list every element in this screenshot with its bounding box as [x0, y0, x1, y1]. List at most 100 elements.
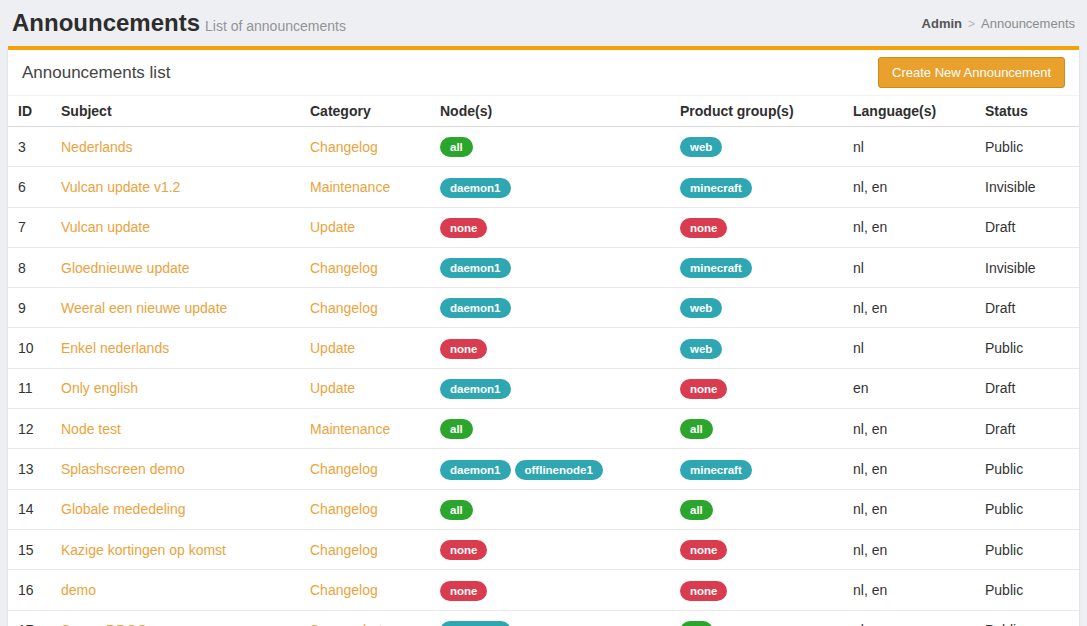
nodes-cell: daemon1: [430, 167, 670, 207]
languages-cell: nl, en: [843, 449, 975, 489]
category-link[interactable]: Update: [310, 340, 355, 356]
category-link[interactable]: Server alert: [310, 622, 382, 626]
table-row: 3 Nederlands Changelog all web nl Public: [8, 127, 1079, 167]
languages-text: nl: [853, 139, 864, 155]
category-cell: Changelog: [300, 247, 430, 287]
status-cell: Public: [975, 529, 1079, 569]
status-cell: Draft: [975, 368, 1079, 408]
column-header-subject: Subject: [51, 96, 300, 127]
nodes-cell: all: [430, 409, 670, 449]
category-link[interactable]: Update: [310, 380, 355, 396]
product-groups-cell: all: [670, 409, 843, 449]
languages-text: nl, en: [853, 179, 887, 195]
subject-link[interactable]: Globale mededeling: [61, 501, 186, 517]
product-groups-cell: none: [670, 529, 843, 569]
status-text: Public: [985, 139, 1023, 155]
subject-link[interactable]: demo: [61, 582, 96, 598]
category-cell: Update: [300, 207, 430, 247]
announcements-panel: Announcements list Create New Announceme…: [8, 46, 1079, 626]
nodes-cell: daemon1: [430, 247, 670, 287]
languages-cell: nl, en: [843, 570, 975, 610]
category-link[interactable]: Changelog: [310, 139, 378, 155]
status-cell: Public: [975, 610, 1079, 626]
status-cell: Invisible: [975, 247, 1079, 287]
id-cell: 3: [8, 127, 51, 167]
all-badge: all: [440, 419, 473, 439]
row-id: 13: [18, 461, 34, 477]
languages-text: nl, en: [853, 542, 887, 558]
category-link[interactable]: Changelog: [310, 542, 378, 558]
none-badge: none: [440, 218, 487, 238]
id-cell: 8: [8, 247, 51, 287]
minecraft-badge: minecraft: [680, 460, 752, 480]
row-id: 3: [18, 139, 26, 155]
status-text: Public: [985, 622, 1023, 626]
subject-link[interactable]: Kazige kortingen op komst: [61, 542, 226, 558]
nodes-cell: daemon1: [430, 610, 670, 626]
id-cell: 13: [8, 449, 51, 489]
category-cell: Changelog: [300, 489, 430, 529]
subject-cell: Server DDOS: [51, 610, 300, 626]
daemon1-badge: daemon1: [440, 460, 511, 480]
subject-cell: Globale mededeling: [51, 489, 300, 529]
table-row: 11 Only english Update daemon1 none en D…: [8, 368, 1079, 408]
languages-text: nl, en: [853, 219, 887, 235]
languages-text: nl, en: [853, 582, 887, 598]
category-link[interactable]: Changelog: [310, 260, 378, 276]
category-link[interactable]: Changelog: [310, 300, 378, 316]
category-link[interactable]: Changelog: [310, 501, 378, 517]
category-cell: Changelog: [300, 127, 430, 167]
id-cell: 7: [8, 207, 51, 247]
row-id: 9: [18, 300, 26, 316]
status-text: Draft: [985, 380, 1015, 396]
category-link[interactable]: Changelog: [310, 582, 378, 598]
languages-cell: nl, en: [843, 288, 975, 328]
nodes-cell: none: [430, 328, 670, 368]
subject-link[interactable]: Splashscreen demo: [61, 461, 185, 477]
languages-cell: nl, en: [843, 489, 975, 529]
subject-link[interactable]: Nederlands: [61, 139, 133, 155]
subject-link[interactable]: Only english: [61, 380, 138, 396]
subject-link[interactable]: Server DDOS: [61, 622, 147, 626]
subject-cell: Nederlands: [51, 127, 300, 167]
subject-link[interactable]: Weeral een nieuwe update: [61, 300, 227, 316]
product-groups-cell: none: [670, 368, 843, 408]
subject-link[interactable]: Enkel nederlands: [61, 340, 169, 356]
breadcrumb: Admin>Announcements: [922, 9, 1075, 31]
category-link[interactable]: Update: [310, 219, 355, 235]
category-cell: Changelog: [300, 449, 430, 489]
languages-cell: nl: [843, 247, 975, 287]
category-link[interactable]: Changelog: [310, 461, 378, 477]
category-link[interactable]: Maintenance: [310, 421, 390, 437]
subject-link[interactable]: Vulcan update: [61, 219, 150, 235]
subject-link[interactable]: Node test: [61, 421, 121, 437]
nodes-cell: daemon1offlinenode1: [430, 449, 670, 489]
subject-link[interactable]: Vulcan update v1.2: [61, 179, 180, 195]
category-link[interactable]: Maintenance: [310, 179, 390, 195]
table-row: 17 Server DDOS Server alert daemon1 all …: [8, 610, 1079, 626]
web-badge: web: [680, 298, 722, 318]
column-header-id: ID: [8, 96, 51, 127]
status-text: Public: [985, 582, 1023, 598]
daemon1-badge: daemon1: [440, 298, 511, 318]
breadcrumb-admin-link[interactable]: Admin: [922, 16, 962, 31]
id-cell: 9: [8, 288, 51, 328]
languages-text: en: [853, 380, 869, 396]
web-badge: web: [680, 137, 722, 157]
status-text: Invisible: [985, 179, 1036, 195]
category-cell: Server alert: [300, 610, 430, 626]
product-groups-cell: web: [670, 288, 843, 328]
all-badge: all: [440, 500, 473, 520]
table-row: 10 Enkel nederlands Update none web nl P…: [8, 328, 1079, 368]
daemon1-badge: daemon1: [440, 621, 511, 626]
status-text: Draft: [985, 219, 1015, 235]
create-new-announcement-button[interactable]: Create New Announcement: [878, 57, 1065, 88]
subject-cell: Only english: [51, 368, 300, 408]
column-header-status: Status: [975, 96, 1079, 127]
subject-cell: Vulcan update v1.2: [51, 167, 300, 207]
subject-link[interactable]: Gloednieuwe update: [61, 260, 189, 276]
none-badge: none: [680, 540, 727, 560]
page-subtitle: List of announcements: [205, 18, 346, 34]
status-cell: Invisible: [975, 167, 1079, 207]
announcements-table: ID Subject Category Node(s) Product grou…: [8, 96, 1079, 626]
